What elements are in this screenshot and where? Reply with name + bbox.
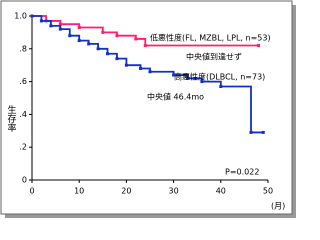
censor-mark: [68, 34, 72, 38]
y-tick-label: 1.0: [14, 12, 27, 21]
x-tick-label: 0: [29, 187, 34, 196]
censor-mark: [115, 34, 119, 38]
censor-mark: [58, 27, 62, 31]
annotation: 中央値到達せず: [186, 52, 242, 62]
censor-mark: [87, 42, 91, 46]
censor-mark: [143, 44, 147, 48]
censor-mark: [77, 39, 81, 43]
y-tick-label: .4: [19, 110, 27, 119]
y-axis-label: 生存率: [6, 104, 17, 133]
y-tick-label: .8: [19, 44, 27, 53]
x-tick-label: 40: [216, 187, 226, 196]
y-tick-label: 0: [22, 176, 27, 185]
x-axis-label: (月): [271, 202, 285, 211]
survival-curve: [32, 15, 259, 47]
censor-mark: [148, 70, 152, 74]
censor-mark: [186, 76, 190, 80]
censor-mark: [96, 47, 100, 51]
censor-mark: [172, 73, 176, 77]
y-tick-label: .2: [19, 143, 27, 152]
legend-label: 高悪性度(DLBCL, n=73): [174, 72, 265, 82]
censor-mark: [115, 57, 119, 61]
censor-mark: [106, 52, 110, 56]
censor-mark: [261, 130, 265, 134]
annotation: P=0.022: [225, 168, 259, 177]
x-tick-label: 20: [121, 187, 131, 196]
censor-mark: [249, 130, 253, 134]
censor-mark: [134, 37, 138, 41]
legend-label: 低悪性度(FL, MZBL, LPL, n=53): [150, 33, 271, 43]
chart: 生存率 (月) 中央値到達せず 中央値 46.4mo P=0.022 0 .2 .4…: [0, 0, 296, 218]
censor-mark: [30, 14, 34, 18]
y-tick-label: .6: [19, 77, 27, 86]
censor-mark: [77, 25, 81, 29]
censor-mark: [101, 30, 105, 34]
censor-mark: [49, 24, 53, 28]
censor-mark: [219, 85, 223, 89]
page: 生存率 (月) 中央値到達せず 中央値 46.4mo P=0.022 0 .2 .4…: [0, 0, 296, 218]
censor-mark: [139, 66, 143, 70]
x-tick-label: 30: [169, 187, 179, 196]
censor-mark: [200, 80, 204, 84]
censor-mark: [39, 19, 43, 23]
annotation: 中央値 46.4mo: [147, 92, 204, 102]
x-tick-label: 10: [74, 187, 84, 196]
censor-mark: [257, 44, 261, 48]
frame: [0, 0, 293, 215]
censor-mark: [58, 22, 62, 26]
x-tick-label: 50: [263, 187, 273, 196]
censor-mark: [124, 63, 128, 67]
